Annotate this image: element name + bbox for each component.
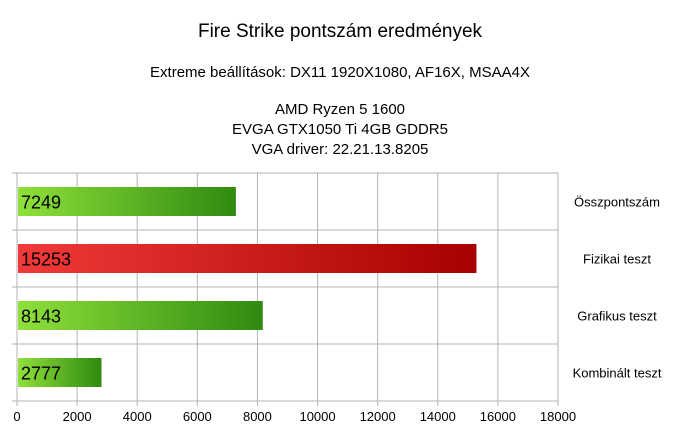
x-tick-label: 14000	[420, 409, 456, 424]
x-tick-label: 18000	[540, 409, 576, 424]
bar-3	[18, 358, 102, 387]
bar-value-label: 15253	[21, 250, 71, 270]
category-label: Összpontszám	[574, 195, 660, 210]
x-tick-label: 4000	[123, 409, 152, 424]
category-label: Fizikai teszt	[583, 252, 651, 267]
bar-value-label: 8143	[21, 307, 61, 327]
system-info-cpu: AMD Ryzen 5 1600	[274, 101, 406, 118]
bar-value-label: 2777	[21, 364, 61, 384]
x-tick-label: 2000	[63, 409, 92, 424]
bar-value-label: 7249	[21, 193, 61, 213]
category-label: Grafikus teszt	[577, 309, 657, 324]
chart-title: Fire Strike pontszám eredmények	[197, 21, 483, 42]
category-label: Kombinált teszt	[573, 366, 662, 381]
x-tick-label: 6000	[183, 409, 212, 424]
x-tick-label: 0	[13, 409, 20, 424]
axes: 0 2000 4000 6000 8000 10000 12000 14000 16000 180…	[13, 173, 662, 424]
system-info-driver: VGA driver: 22.21.13.8205	[251, 141, 429, 158]
x-tick-label: 10000	[299, 409, 335, 424]
system-info-gpu: EVGA GTX1050 Ti 4GB GDDR5	[232, 121, 448, 138]
bars: 7249 15253 8143 2777	[18, 187, 477, 387]
x-tick-label: 16000	[480, 409, 516, 424]
x-tick-label: 12000	[360, 409, 396, 424]
bar-2	[18, 301, 263, 330]
x-tick-label: 8000	[243, 409, 272, 424]
chart-subtitle: Extreme beállítások: DX11 1920X1080, AF1…	[150, 64, 530, 81]
bar-0	[18, 187, 236, 216]
bar-1	[18, 244, 477, 273]
